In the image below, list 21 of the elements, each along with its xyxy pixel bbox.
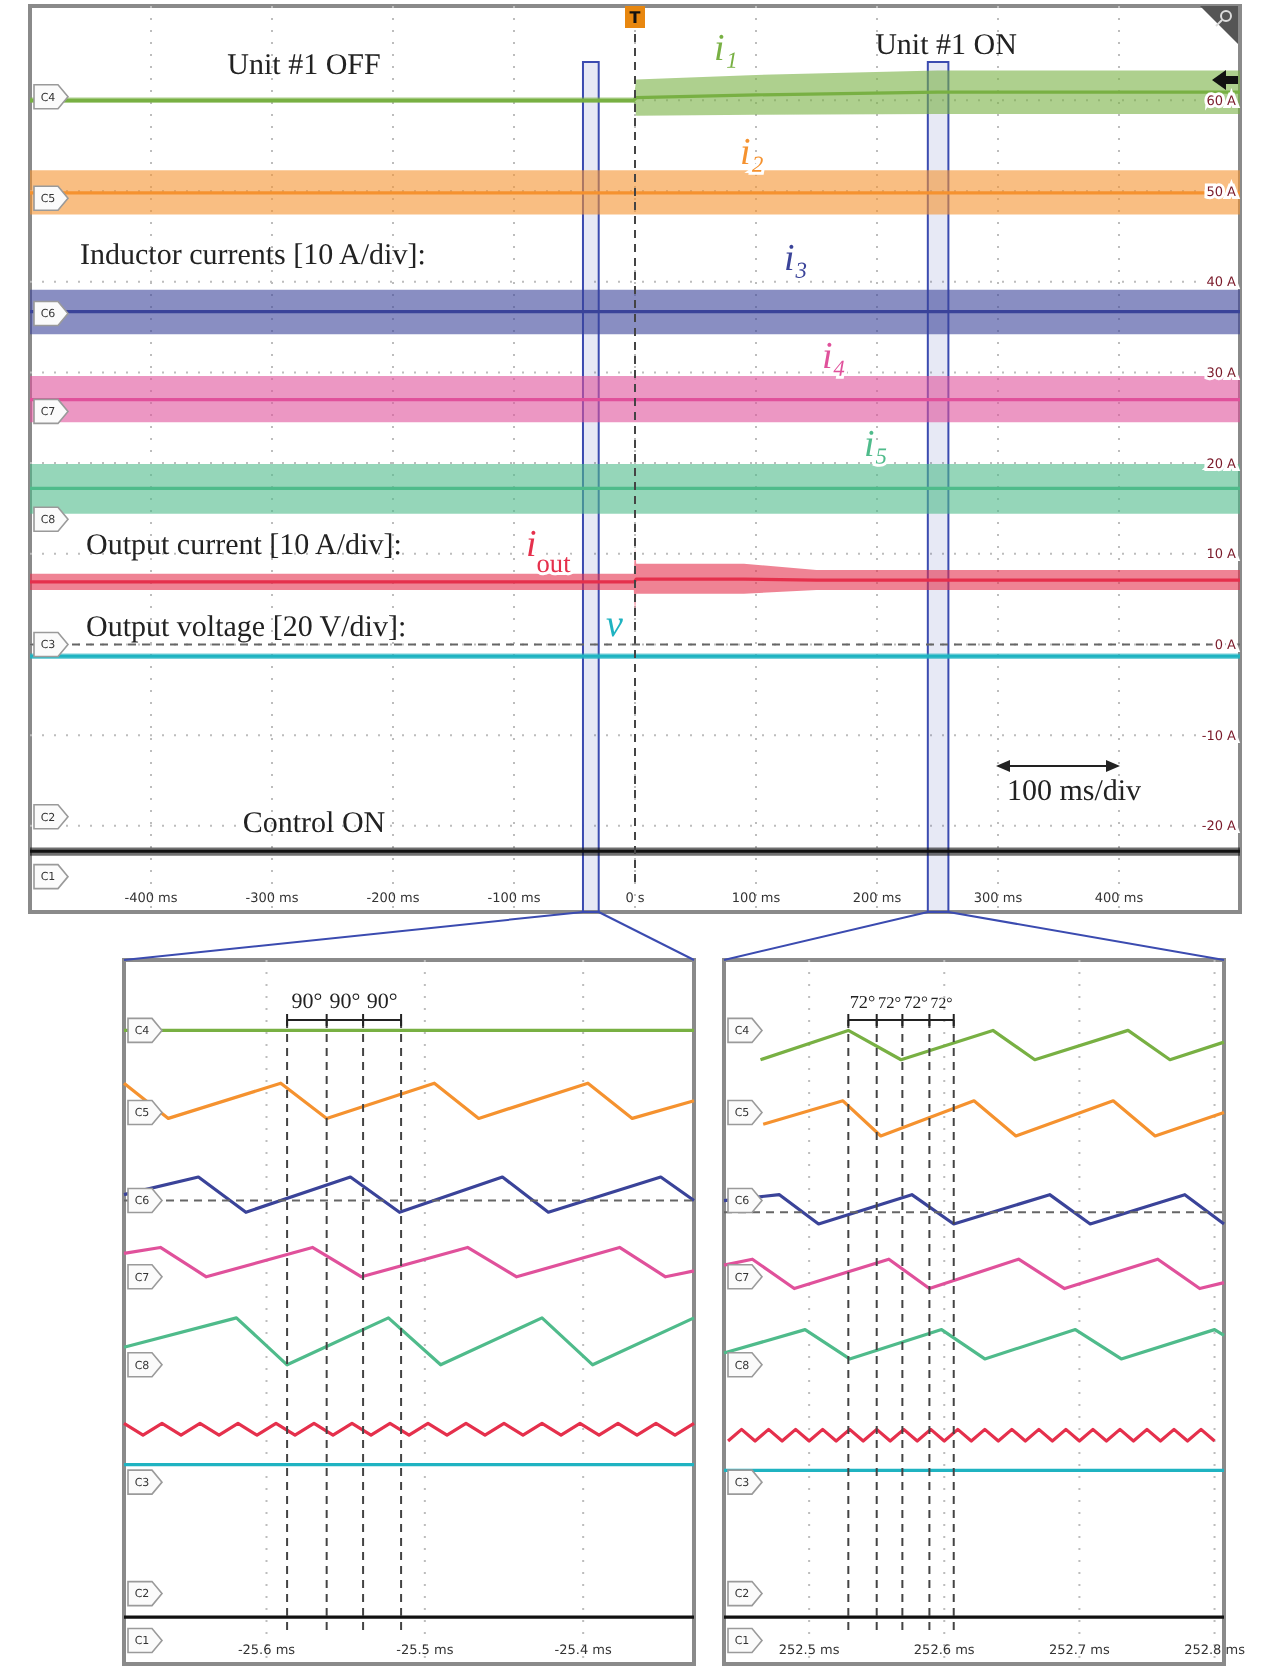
series-label: v <box>606 604 624 646</box>
series-label: i₃ <box>784 238 808 280</box>
annotation: T <box>629 9 642 27</box>
annotation: 100 ms/div <box>1006 776 1143 808</box>
text: 90° <box>329 990 361 1014</box>
annotation: Inductor currents [10 A/div]: <box>80 240 426 272</box>
text: 72° <box>903 992 930 1012</box>
annotation: Control ON <box>242 808 386 840</box>
series-label: i₁ <box>714 28 738 70</box>
text: 72° <box>877 994 902 1012</box>
text: 72° <box>849 992 876 1012</box>
annotation: Unit #1 OFF <box>227 50 381 82</box>
series-label: i₄ <box>822 336 846 378</box>
series-label: i$_{out}$ <box>526 524 572 577</box>
text: 90° <box>291 990 323 1014</box>
annotation: Output current [10 A/div]: <box>86 530 402 562</box>
text: 90° <box>366 990 398 1014</box>
series-label: i₅ <box>864 424 888 466</box>
annotation: Unit #1 ON <box>875 30 1018 62</box>
series-label: i₂ <box>740 132 765 174</box>
annotation: Output voltage [20 V/div]: <box>86 612 407 644</box>
